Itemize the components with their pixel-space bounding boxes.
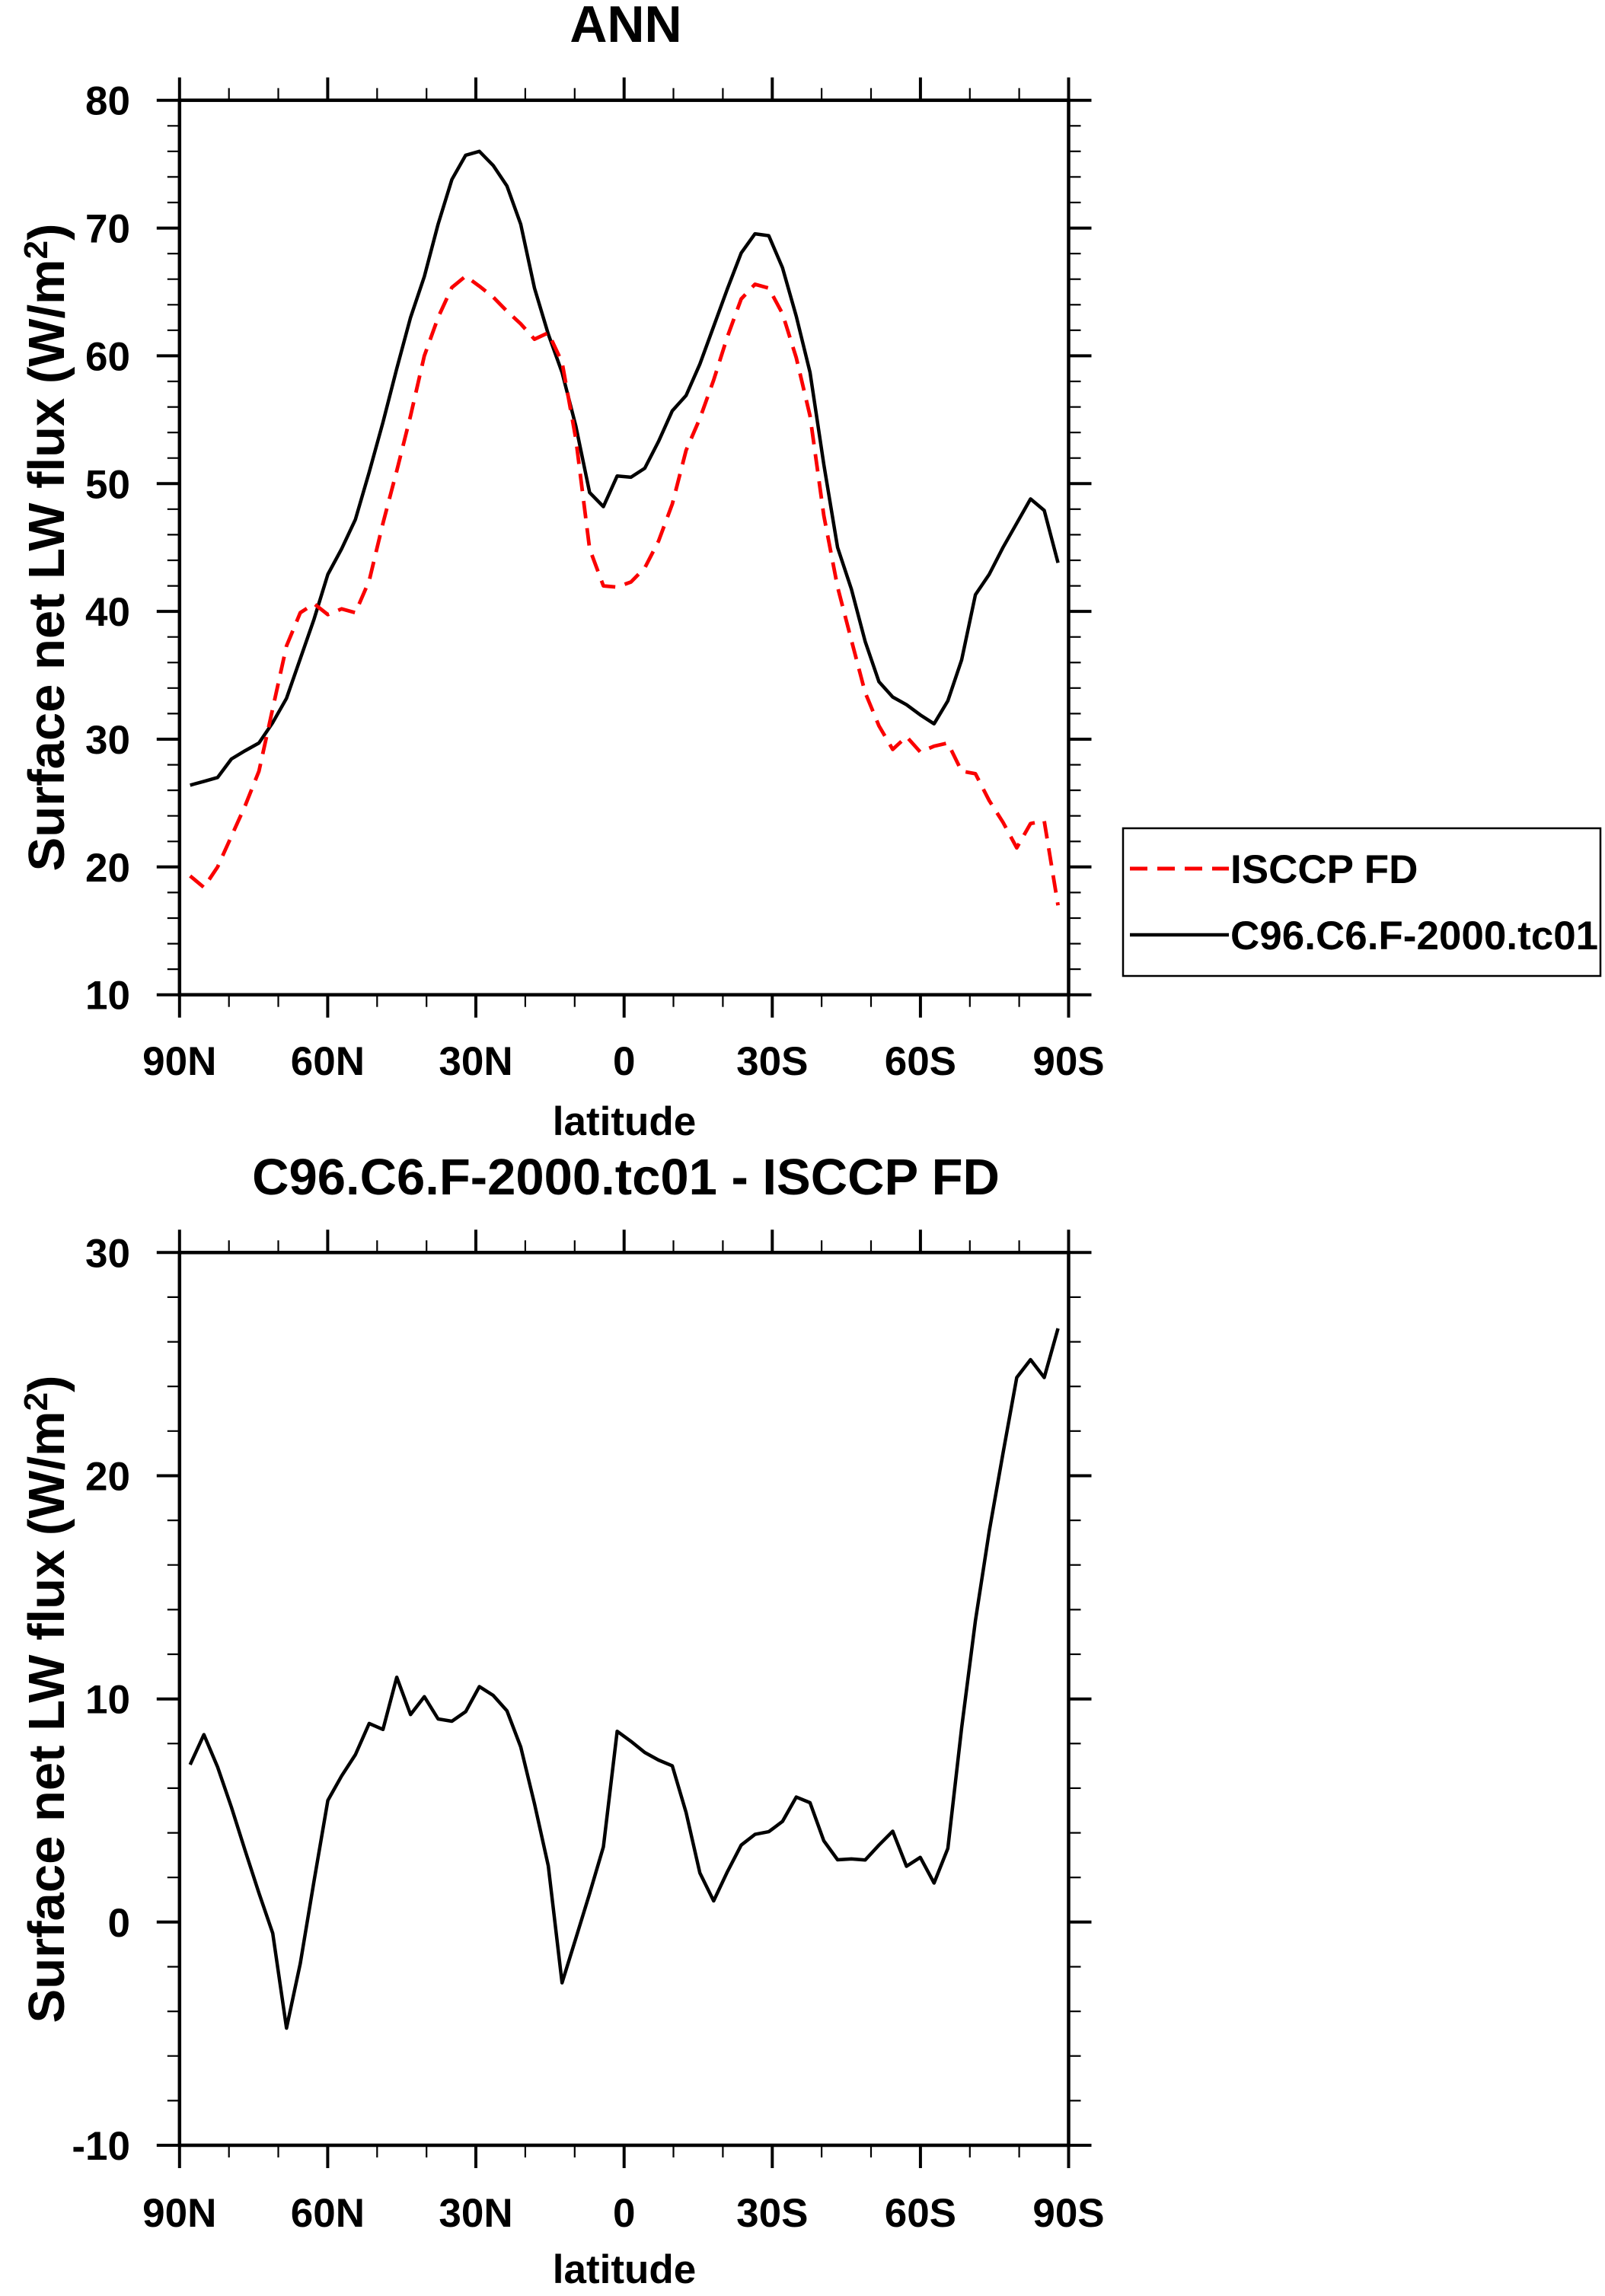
svg-text:10: 10	[85, 1678, 130, 1723]
svg-text:30S: 30S	[736, 1039, 808, 1084]
svg-text:ISCCP FD: ISCCP FD	[1230, 847, 1418, 892]
svg-text:50: 50	[85, 462, 130, 507]
svg-text:0: 0	[613, 2191, 635, 2236]
svg-text:30N: 30N	[439, 1039, 512, 1084]
svg-text:20: 20	[85, 1455, 130, 1500]
svg-text:0: 0	[108, 1901, 130, 1946]
svg-text:20: 20	[85, 846, 130, 891]
svg-text:Surface net LW flux (W/m2): Surface net LW flux (W/m2)	[18, 1376, 75, 2023]
svg-text:C96.C6.F-2000.tc01 - ISCCP FD: C96.C6.F-2000.tc01 - ISCCP FD	[252, 1149, 1000, 1206]
svg-text:ANN: ANN	[570, 0, 681, 53]
svg-text:90N: 90N	[142, 2191, 216, 2236]
svg-text:30N: 30N	[439, 2191, 512, 2236]
svg-text:80: 80	[85, 79, 130, 124]
svg-text:-10: -10	[72, 2124, 130, 2169]
svg-text:60N: 60N	[291, 2191, 365, 2236]
svg-text:40: 40	[85, 590, 130, 635]
svg-text:30S: 30S	[736, 2191, 808, 2236]
svg-text:latitude: latitude	[553, 1099, 696, 1144]
svg-text:latitude: latitude	[553, 2247, 696, 2292]
svg-text:90S: 90S	[1032, 1039, 1104, 1084]
svg-text:C96.C6.F-2000.tc01: C96.C6.F-2000.tc01	[1230, 914, 1598, 958]
svg-text:60S: 60S	[885, 2191, 956, 2236]
svg-text:10: 10	[85, 974, 130, 1019]
svg-text:60S: 60S	[885, 1039, 956, 1084]
svg-text:30: 30	[85, 1231, 130, 1276]
svg-text:60N: 60N	[291, 1039, 365, 1084]
svg-text:70: 70	[85, 207, 130, 252]
svg-text:0: 0	[613, 1039, 635, 1084]
svg-text:90N: 90N	[142, 1039, 216, 1084]
svg-text:Surface net LW flux (W/m2): Surface net LW flux (W/m2)	[18, 224, 75, 872]
svg-text:60: 60	[85, 334, 130, 379]
svg-text:30: 30	[85, 718, 130, 763]
svg-text:90S: 90S	[1032, 2191, 1104, 2236]
